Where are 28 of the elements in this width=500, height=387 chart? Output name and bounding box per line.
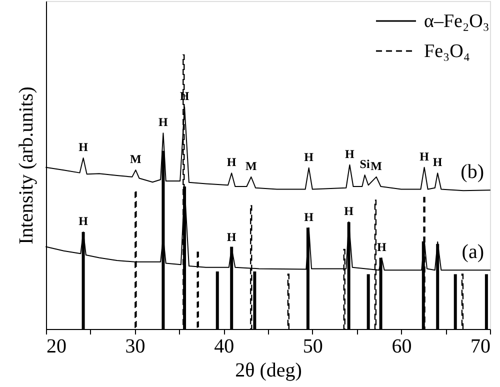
legend-label: α–Fe₂O₃ [424, 11, 490, 32]
x-tick-label: 20 [46, 336, 66, 358]
annotation: H [78, 140, 89, 154]
series-label: (b) [460, 161, 484, 184]
x-tick-label: 50 [302, 336, 323, 358]
annotation: M [370, 158, 382, 173]
annotation: M [245, 158, 257, 173]
annotation: H [78, 214, 89, 228]
y-axis-title: Intensity (arb.units) [16, 86, 38, 244]
annotation: M [130, 152, 142, 166]
annotation: H [432, 155, 443, 170]
series-label: (a) [462, 241, 484, 264]
x-tick-label: 70 [470, 336, 490, 358]
annotation: H [226, 155, 237, 170]
annotation: H [226, 230, 237, 244]
annotation: Si [360, 157, 370, 171]
annotation: H [345, 146, 356, 161]
annotation: H [158, 115, 169, 130]
legend-label: Fe₃O₄ [424, 41, 470, 62]
annotation: H [304, 150, 314, 164]
annotation: H [420, 149, 430, 164]
x-tick-label: 40 [214, 336, 234, 358]
x-tick-label: 60 [392, 336, 412, 358]
x-tick-label: 30 [125, 336, 146, 358]
x-axis-title: 2θ (deg) [235, 360, 302, 382]
annotation: H [304, 210, 314, 224]
annotation: H [376, 240, 387, 254]
annotation: H [344, 204, 354, 218]
